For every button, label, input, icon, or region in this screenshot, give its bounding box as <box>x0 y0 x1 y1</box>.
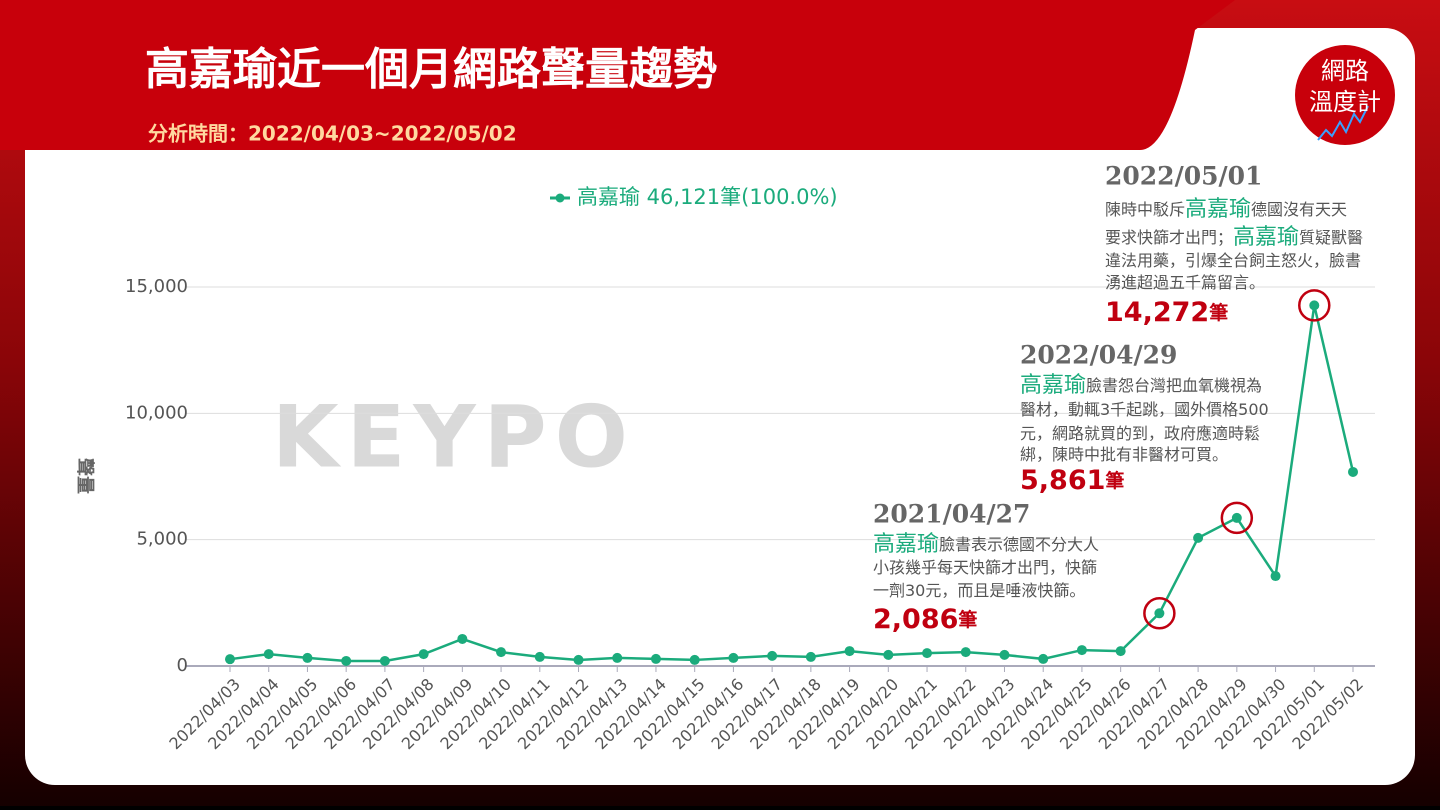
data-point <box>1038 653 1049 664</box>
data-point <box>573 654 584 665</box>
data-point <box>1270 571 1281 582</box>
annotation-text: 高嘉瑜臉書表示德國不分大人 <box>873 532 1099 557</box>
annotation-text: 要求快篩才出門；高嘉瑜質疑獸醫 <box>1105 225 1363 250</box>
annotation-value-number: 5,861 <box>1020 465 1105 496</box>
highlight-ring <box>1298 289 1331 322</box>
data-point <box>767 650 778 661</box>
data-point <box>1154 608 1165 619</box>
y-tick-label: 10,000 <box>125 402 188 423</box>
annotation-value: 14,272筆 <box>1105 297 1228 328</box>
annotation-text: 小孩幾乎每天快篩才出門，快篩 <box>873 558 1097 577</box>
annotation-segment: 違法用藥，引爆全台飼主怒火，臉書 <box>1105 251 1361 270</box>
annotation-text: 元，網路就買的到，政府應適時鬆 <box>1020 424 1260 443</box>
annotation-segment: 元，網路就買的到，政府應適時鬆 <box>1020 424 1260 443</box>
annotation-segment: 質疑獸醫 <box>1299 228 1363 247</box>
annotation-text: 陳時中駁斥高嘉瑜德國沒有天天 <box>1105 197 1347 222</box>
annotation-value-number: 14,272 <box>1105 297 1209 328</box>
data-point <box>263 649 274 660</box>
header-band <box>0 0 1235 150</box>
annotation-date: 2022/04/29 <box>1020 341 1177 370</box>
y-tick-label: 0 <box>177 655 188 676</box>
data-point <box>225 654 235 665</box>
data-point <box>805 651 816 662</box>
data-point <box>650 653 661 664</box>
annotation-text: 湧進超過五千篇留言。 <box>1105 273 1265 292</box>
annotation-segment: 湧進超過五千篇留言。 <box>1105 273 1265 292</box>
annotation-text: 一劑30元，而且是唾液快篩。 <box>873 581 1085 600</box>
annotation-segment: 醫材，動輒3千起跳，國外價格500 <box>1020 400 1269 419</box>
data-point <box>1348 466 1358 477</box>
annotation-unit: 筆 <box>1105 469 1124 492</box>
legend-marker <box>555 193 565 203</box>
annotation-segment: 一劑30元，而且是唾液快篩。 <box>873 581 1085 600</box>
logo-wave <box>1317 105 1369 141</box>
annotation-segment: 陳時中駁斥 <box>1105 200 1185 219</box>
annotation-segment: 高嘉瑜 <box>873 532 939 557</box>
data-point <box>960 647 971 658</box>
annotation-segment: 臉書怨台灣把血氧機視為 <box>1086 376 1262 395</box>
data-point <box>302 652 313 663</box>
annotation-segment: 高嘉瑜 <box>1020 373 1086 398</box>
y-tick-label: 5,000 <box>136 529 188 550</box>
data-point <box>844 646 855 657</box>
annotation-date: 2022/05/01 <box>1105 162 1262 191</box>
data-point <box>457 633 468 644</box>
title: 高嘉瑜近一個月網路聲量趨勢 <box>145 44 717 95</box>
data-point <box>689 654 700 665</box>
data-point <box>1076 645 1087 656</box>
annotation-unit: 筆 <box>958 608 977 631</box>
y-axis-label: 聲量 <box>74 458 96 494</box>
annotation-segment: 要求快篩才出門； <box>1105 228 1233 247</box>
data-point <box>1231 512 1242 523</box>
data-point <box>612 652 623 663</box>
annotation-segment: 高嘉瑜 <box>1233 225 1299 250</box>
data-point <box>496 647 507 658</box>
y-tick-label: 15,000 <box>125 276 188 297</box>
watermark: KEYPO <box>272 387 636 487</box>
data-point <box>999 649 1010 660</box>
data-point <box>883 649 894 660</box>
data-point <box>1115 646 1126 657</box>
data-point <box>1193 532 1204 543</box>
data-point <box>534 651 545 662</box>
annotation-text: 違法用藥，引爆全台飼主怒火，臉書 <box>1105 251 1361 270</box>
annotation-value: 2,086筆 <box>873 604 977 635</box>
annotation-text: 高嘉瑜臉書怨台灣把血氧機視為 <box>1020 373 1262 398</box>
subtitle: 分析時間：2022/04/03~2022/05/02 <box>148 122 517 146</box>
annotation-unit: 筆 <box>1209 301 1228 324</box>
highlight-ring <box>1220 501 1254 535</box>
data-point <box>922 648 933 659</box>
annotation-value-number: 2,086 <box>873 604 958 635</box>
data-point <box>379 655 390 666</box>
annotation-date: 2021/04/27 <box>873 500 1030 529</box>
logo <box>1295 45 1395 145</box>
highlight-ring <box>1143 597 1176 630</box>
annotation-segment: 小孩幾乎每天快篩才出門，快篩 <box>873 558 1097 577</box>
panel <box>25 28 1415 785</box>
annotation-text: 綁，陳時中批有非醫材可買。 <box>1020 445 1228 464</box>
data-point <box>1309 300 1320 311</box>
annotation-segment: 綁，陳時中批有非醫材可買。 <box>1020 445 1228 464</box>
annotation-segment: 德國沒有天天 <box>1251 200 1347 219</box>
data-point <box>418 649 429 660</box>
annotation-segment: 臉書表示德國不分大人 <box>939 535 1099 554</box>
annotation-value: 5,861筆 <box>1020 465 1124 496</box>
data-point <box>341 655 352 666</box>
legend-label: 高嘉瑜 46,121筆(100.0%) <box>577 185 838 209</box>
logo-text: 網路 <box>1321 57 1369 85</box>
logo-text: 溫度計 <box>1309 88 1381 116</box>
annotation-segment: 高嘉瑜 <box>1185 197 1251 222</box>
annotation-text: 醫材，動輒3千起跳，國外價格500 <box>1020 400 1269 419</box>
data-point <box>728 652 739 663</box>
